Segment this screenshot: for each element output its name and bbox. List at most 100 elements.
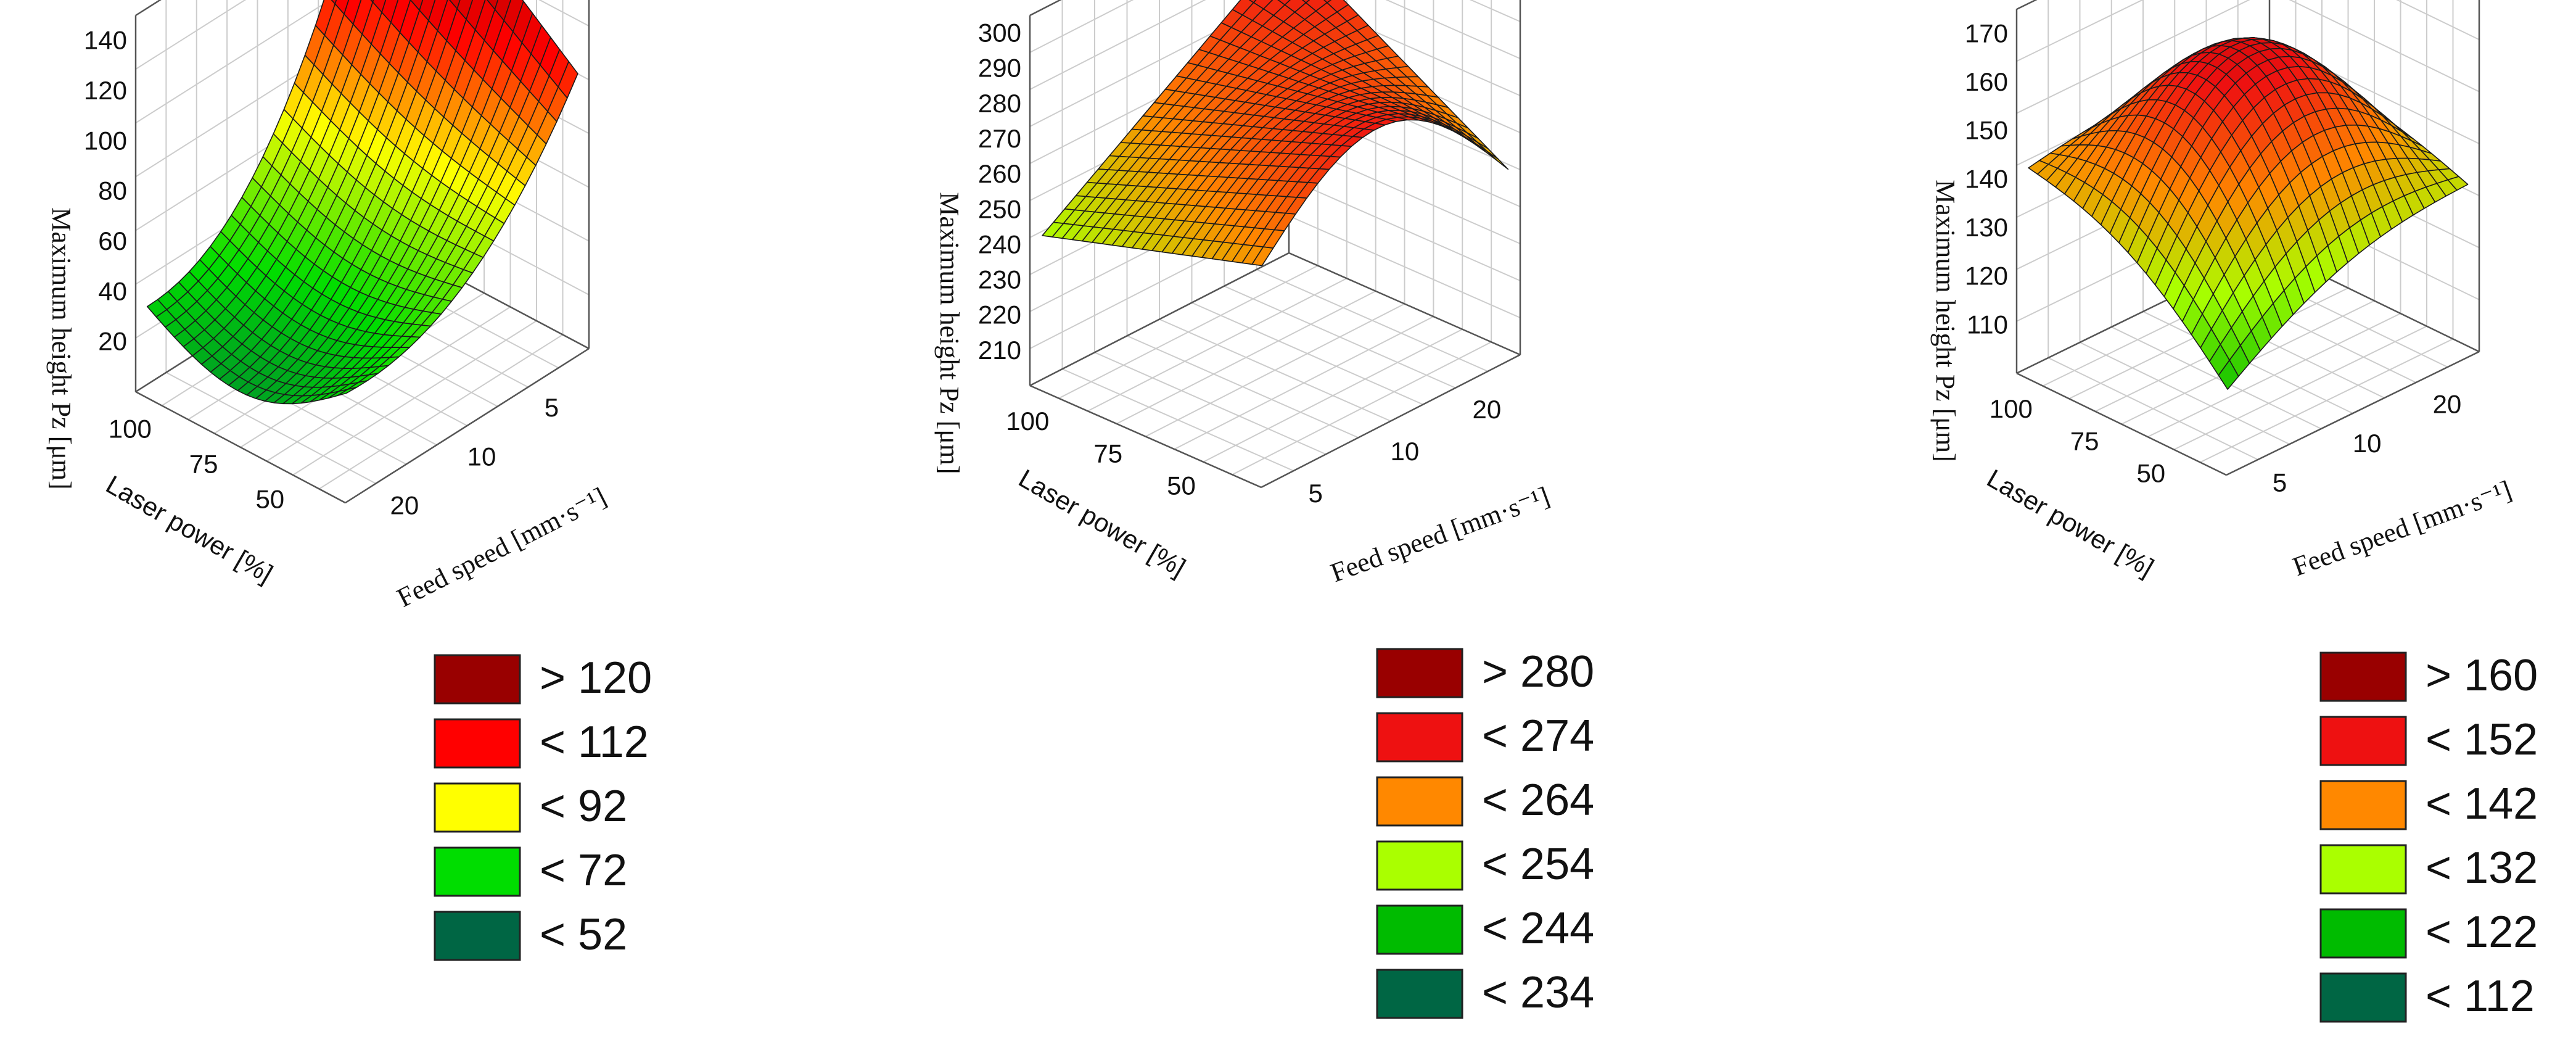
y-tick-labels: 5 10 20 (1309, 395, 1502, 508)
z-tick-label: 230 (978, 265, 1021, 294)
z-axis-title: Maximum height Pz [μm] (1930, 180, 1961, 461)
x-tick-label: 75 (189, 450, 218, 479)
floor-gridline (1191, 302, 1423, 405)
y-axis-title: Feed speed [mm·s⁻¹] (1327, 481, 1553, 588)
legend-label: < 72 (540, 846, 627, 895)
y-axis-title: Feed speed [mm·s⁻¹] (2289, 474, 2516, 582)
z-tick-label: 220 (978, 300, 1021, 329)
legend-swatch (434, 911, 521, 961)
x-tick-label: 75 (1093, 439, 1122, 468)
legend-swatch (1376, 969, 1463, 1019)
x-tick-label: 100 (1006, 407, 1049, 436)
floor-gridline (1116, 290, 1376, 424)
legend-label: < 234 (1482, 968, 1594, 1017)
x-tick-label: 50 (255, 485, 284, 514)
z-tick-label: 150 (1965, 116, 2008, 145)
z-tick-label: 290 (978, 54, 1021, 83)
chart-panel-3: 110 120 130 140 150 160 170 100 75 50 5 10 20 Maximum… (1930, 0, 2538, 1023)
legend-swatch (1376, 840, 1463, 891)
x-tick-labels: 100 75 50 (109, 415, 284, 514)
legend: > 280 < 274 < 264 < 254 < 244 < 234 (1376, 647, 1594, 1019)
legend-swatch (434, 846, 521, 897)
y-tick-labels: 5 10 20 (2273, 390, 2461, 497)
z-tick-label: 100 (84, 126, 127, 155)
x-tick-label: 75 (2070, 426, 2099, 455)
axis-edge (345, 347, 590, 504)
wall-gridline (1029, 0, 1134, 53)
legend-label: < 264 (1482, 775, 1594, 825)
surface-cell (1251, 246, 1274, 267)
legend-swatch (434, 654, 521, 705)
legend-label: < 254 (1482, 840, 1594, 889)
y-tick-label: 5 (2273, 468, 2287, 497)
surface-cell (2218, 360, 2239, 390)
legend-label: > 160 (2426, 651, 2538, 700)
z-tick-label: 280 (978, 89, 1021, 118)
legend: > 160 < 152 < 142 < 132 < 122 < 112 (2319, 651, 2538, 1023)
z-tick-label: 140 (1965, 164, 2008, 193)
z-tick-label: 120 (84, 76, 127, 105)
x-tick-labels: 100 75 50 (1990, 394, 2165, 488)
legend-swatch (2319, 972, 2407, 1023)
x-tick-label: 50 (1167, 471, 1196, 500)
x-axis-title: Laser power [%] (101, 469, 278, 588)
chart-panel-2: 210 220 230 240 250 260 270 280 290 300 100 75 50 5 10… (934, 0, 1594, 1019)
y-axis-title: Feed speed [mm·s⁻¹] (392, 481, 611, 613)
z-tick-label: 140 (84, 26, 127, 55)
surface-cell (1301, 0, 1311, 4)
y-tick-label: 10 (467, 442, 496, 471)
y-tick-label: 10 (1391, 437, 1420, 466)
floor-gridline (1087, 278, 1348, 412)
floor-gridline (1224, 285, 1456, 389)
z-tick-label: 40 (98, 276, 127, 305)
floor-gridline (1159, 318, 1391, 422)
z-axis-title: Maximum height Pz [μm] (934, 192, 965, 474)
z-tick-label: 210 (978, 336, 1021, 365)
legend-label: < 92 (540, 782, 627, 831)
y-tick-label: 20 (1473, 395, 1502, 424)
surface-mesh (1042, 0, 1509, 267)
wall-gridline (1469, 0, 1521, 22)
legend-label: < 274 (1482, 711, 1594, 761)
z-tick-label: 240 (978, 229, 1021, 258)
z-tick-label: 20 (98, 327, 127, 356)
z-axis-title: Maximum height Pz [μm] (46, 207, 76, 489)
z-tick-labels: 20 40 60 80 100 120 140 (84, 26, 127, 356)
wall-gridline (2396, 0, 2480, 41)
legend-swatch (2319, 908, 2407, 959)
x-tick-label: 50 (2136, 459, 2165, 488)
wall-gridline (135, 0, 247, 70)
y-tick-label: 5 (545, 393, 559, 422)
legend-label: < 132 (2426, 843, 2538, 893)
legend-swatch (434, 782, 521, 833)
z-tick-label: 110 (1967, 310, 2008, 339)
surface-cell (337, 386, 358, 397)
x-axis-title: Laser power [%] (1982, 463, 2158, 582)
legend-label: < 112 (2426, 972, 2535, 1021)
z-tick-label: 170 (1965, 19, 2008, 48)
x-tick-label: 100 (109, 415, 152, 444)
axis-edge (2226, 350, 2480, 476)
legend-label: > 120 (540, 653, 652, 703)
legend-label: > 280 (1482, 647, 1594, 697)
z-tick-label: 80 (98, 176, 127, 205)
legend-swatch (1376, 776, 1463, 827)
surface-mesh (2028, 37, 2469, 390)
legend-label: < 152 (2426, 715, 2538, 764)
legend-label: < 112 (540, 717, 649, 767)
axis-edge (135, 391, 346, 504)
y-tick-label: 10 (2353, 429, 2382, 458)
legend-swatch (2319, 716, 2407, 766)
axis-edge (1029, 384, 1262, 489)
wall-gridline (538, 0, 590, 27)
axis-edge (1261, 354, 1521, 489)
x-axis-title: Laser power [%] (1014, 463, 1190, 582)
legend-swatch (434, 718, 521, 769)
legend-swatch (1376, 648, 1463, 698)
legend-swatch (2319, 651, 2407, 702)
z-tick-label: 300 (978, 19, 1021, 48)
z-tick-label: 250 (978, 194, 1021, 223)
axis-edge (2016, 372, 2227, 476)
